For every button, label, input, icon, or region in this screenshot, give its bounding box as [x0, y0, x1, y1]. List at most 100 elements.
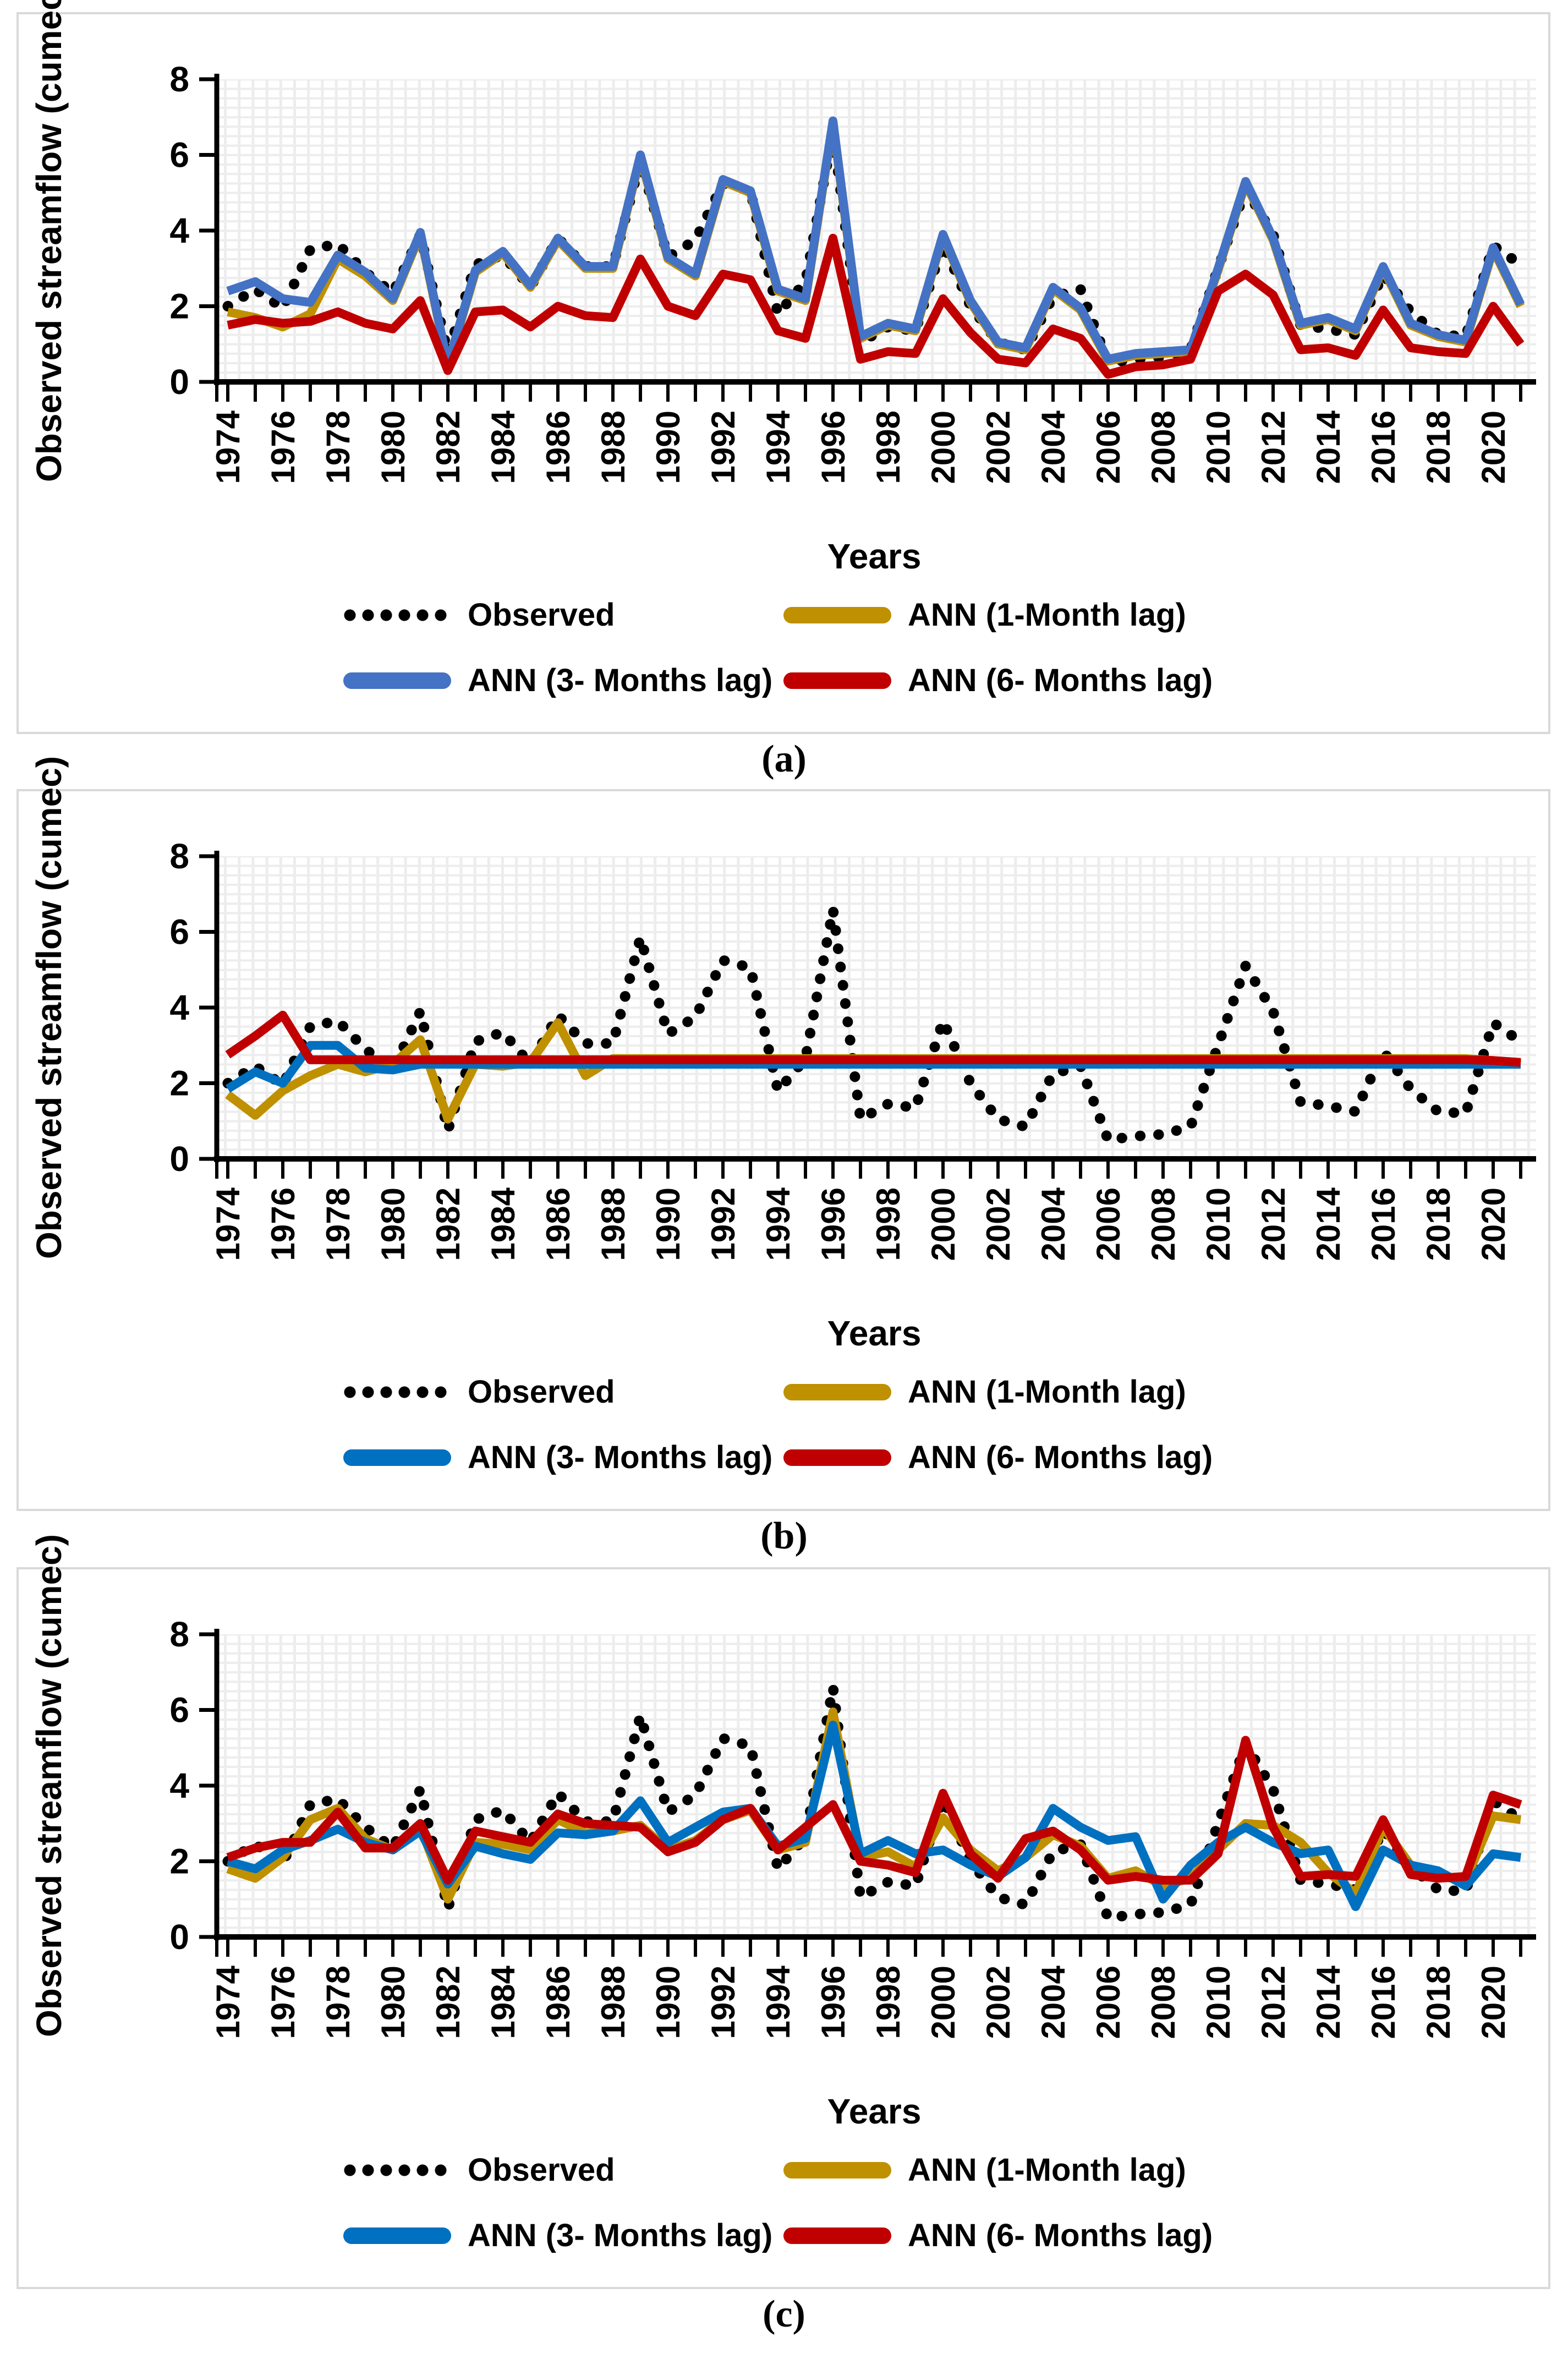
- observed-dotted-swatch-icon: [343, 608, 451, 622]
- y-tick-label: 2: [169, 1842, 189, 1881]
- legend-row: ANN (3- Months lag) ANN (6- Months lag): [19, 2217, 1548, 2254]
- ann-1-month-swatch-icon: [783, 606, 891, 623]
- x-tick-label: 1986: [540, 1966, 577, 2039]
- x-tick-label: 2002: [980, 1187, 1017, 1261]
- x-tick-label: 2014: [1310, 1187, 1347, 1261]
- x-tick-label: 2002: [980, 1966, 1017, 2039]
- x-tick-label: 2010: [1200, 1187, 1237, 1261]
- x-tick-label: 1982: [430, 411, 467, 484]
- x-tick-label: 2020: [1475, 1966, 1512, 2039]
- series-line-ann-1-month-lag-: [226, 1707, 1522, 1904]
- x-tick-label: 2014: [1310, 410, 1347, 484]
- caption-c: (c): [763, 2293, 805, 2335]
- y-tick-label: 0: [169, 1139, 189, 1179]
- chart-b: 0 2 4 6 8 1974 1976 1978 1980 1982 1984 1986 1988 199…: [169, 836, 1536, 1261]
- x-tick-label: 1992: [705, 1187, 742, 1261]
- x-tick-label: 2016: [1365, 411, 1402, 484]
- x-tick-label: 1998: [870, 1966, 907, 2039]
- x-tick-label: 1998: [870, 411, 907, 484]
- x-tick-label: 1996: [815, 411, 852, 484]
- ann-1-month-swatch-icon: [783, 1383, 891, 1400]
- x-tick-label: 1982: [430, 1966, 467, 2039]
- ann-6-months-swatch-icon: [783, 672, 891, 689]
- x-tick-label: 1992: [705, 1966, 742, 2039]
- y-axis-title: Observed streamflow (cumec): [29, 756, 69, 1260]
- x-axis-title: Years: [827, 1313, 922, 1353]
- chart-c: 0 2 4 6 8 1974 1976 1978 1980 1982 1984 1986 1988 199…: [169, 1614, 1536, 2039]
- legend-label: ANN (1-Month lag): [908, 597, 1186, 633]
- x-axis-title: Years: [827, 2092, 922, 2131]
- series-line-ann-3-months-lag-: [225, 1041, 1521, 1093]
- legend-label: ANN (3- Months lag): [468, 663, 773, 698]
- y-tick-label: 4: [169, 988, 189, 1027]
- x-tick-label: 1994: [760, 1965, 797, 2039]
- legend-item-ann-6-months: ANN (6- Months lag): [783, 1439, 1224, 1476]
- x-tick-label: 2004: [1035, 410, 1072, 484]
- legend-item-observed: Observed: [343, 2152, 783, 2188]
- ann-1-month-swatch-icon: [783, 2161, 891, 2179]
- x-tick-label: 1996: [815, 1966, 852, 2039]
- legend-row: Observed ANN (1-Month lag): [19, 596, 1548, 633]
- x-tick-label: 1992: [705, 411, 742, 484]
- x-tick-label: 2002: [980, 411, 1017, 484]
- x-tick-label: 2010: [1200, 1966, 1237, 2039]
- x-tick-label: 2006: [1090, 411, 1127, 484]
- x-tick-label: 1974: [210, 410, 246, 484]
- legend-item-ann-3-months: ANN (3- Months lag): [343, 662, 783, 699]
- x-tick-label: 1974: [210, 1965, 246, 2039]
- x-tick-label: 2014: [1310, 1965, 1347, 2039]
- y-axis-title: Observed streamflow (cumec): [29, 1534, 69, 2038]
- y-tick-label: 0: [169, 362, 189, 402]
- x-tick-label: 1984: [485, 1187, 522, 1261]
- series-line-ann-6-months-lag-: [226, 1736, 1522, 1885]
- x-tick-label: 1980: [375, 1966, 412, 2039]
- x-tick-label: 1988: [595, 411, 632, 484]
- ann-6-months-swatch-icon: [783, 2227, 891, 2244]
- x-tick-label: 1974: [210, 1187, 246, 1261]
- y-tick-label: 8: [169, 836, 189, 876]
- legend-item-ann-1-month: ANN (1-Month lag): [783, 596, 1224, 633]
- caption-a: (a): [761, 738, 807, 780]
- x-tick-label: 2020: [1475, 1187, 1512, 1261]
- y-tick-label: 2: [169, 287, 189, 326]
- ann-3-months-swatch-icon: [343, 2227, 451, 2244]
- x-tick-label: 2012: [1255, 1966, 1292, 2039]
- x-tick-label: 1980: [375, 411, 412, 484]
- x-tick-label: 2008: [1145, 411, 1182, 484]
- series-line-ann-6-months-lag-: [225, 1010, 1521, 1067]
- legend-label: ANN (3- Months lag): [468, 2218, 773, 2253]
- series-line-observed: [222, 1682, 1526, 1924]
- x-tick-label: 1980: [375, 1187, 412, 1261]
- ann-3-months-swatch-icon: [343, 1449, 451, 1466]
- x-tick-label: 2010: [1200, 411, 1237, 484]
- x-tick-label: 1990: [650, 411, 687, 484]
- legend-label: Observed: [468, 597, 615, 633]
- observed-dotted-swatch-icon: [343, 1385, 451, 1399]
- x-tick-label: 1998: [870, 1187, 907, 1261]
- x-tick-label: 2018: [1420, 1187, 1457, 1261]
- legend-row: Observed ANN (1-Month lag): [19, 2152, 1548, 2188]
- observed-dotted-swatch-icon: [343, 2163, 451, 2177]
- legend-item-observed: Observed: [343, 1373, 783, 1410]
- x-tick-label: 2012: [1255, 1187, 1292, 1261]
- panel-c: 0 2 4 6 8 1974 1976 1978 1980 1982 1984 1986 1988 199…: [17, 1534, 1550, 2289]
- x-tick-label: 2000: [925, 411, 962, 484]
- series-line-observed: [222, 904, 1526, 1146]
- x-tick-label: 2006: [1090, 1966, 1127, 2039]
- y-tick-label: 8: [169, 1614, 189, 1654]
- x-tick-label: 2004: [1035, 1965, 1072, 2039]
- x-tick-label: 2000: [925, 1187, 962, 1261]
- x-tick-label: 1976: [265, 1966, 301, 2039]
- x-tick-label: 1990: [650, 1187, 687, 1261]
- x-tick-label: 2012: [1255, 411, 1292, 484]
- y-tick-label: 2: [169, 1064, 189, 1103]
- legend-label: ANN (6- Months lag): [908, 663, 1213, 698]
- y-tick-label: 6: [169, 912, 189, 952]
- x-tick-label: 2016: [1365, 1966, 1402, 2039]
- legend-item-ann-3-months: ANN (3- Months lag): [343, 1439, 783, 1476]
- x-tick-label: 1978: [320, 1966, 357, 2039]
- x-tick-label: 2016: [1365, 1187, 1402, 1261]
- x-tick-label: 1982: [430, 1187, 467, 1261]
- x-tick-label: 2000: [925, 1966, 962, 2039]
- panel-a: 0 2 4 6 8 1974 1976 1978 1980 1982 1984 1986 1988 199…: [17, 0, 1550, 734]
